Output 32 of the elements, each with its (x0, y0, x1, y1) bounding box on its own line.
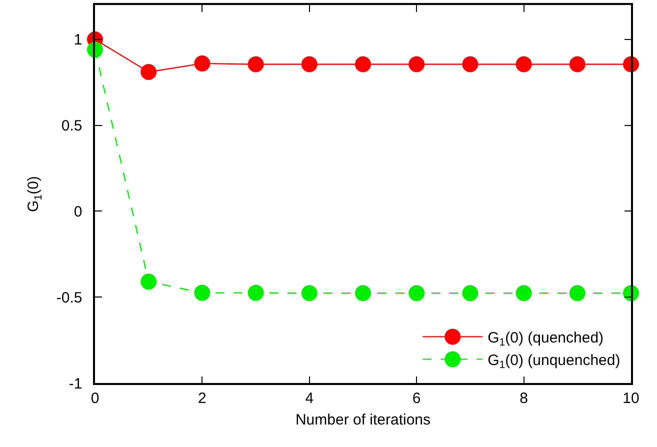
y-tick-label: -0.5 (56, 289, 82, 306)
point (516, 285, 532, 302)
y-tick-label: -1 (68, 375, 82, 392)
point (569, 56, 586, 72)
point (194, 284, 210, 301)
point (355, 56, 371, 72)
point (516, 56, 532, 72)
y-tick-label: 0.5 (61, 118, 82, 135)
point (462, 56, 478, 72)
x-tick-label: 10 (622, 390, 640, 407)
x-tick-label: 6 (412, 390, 421, 407)
x-tick-label: 2 (198, 390, 206, 407)
y-tick-label: 0 (74, 203, 82, 220)
point (569, 285, 586, 302)
point (462, 285, 478, 302)
y-tick-label: 1 (74, 32, 82, 49)
point (355, 285, 371, 302)
x-tick-label: 8 (520, 390, 528, 407)
point (408, 285, 425, 302)
point (248, 56, 264, 72)
point (248, 284, 264, 301)
point (140, 64, 157, 80)
point (140, 274, 157, 290)
x-tick-label: 4 (305, 390, 314, 407)
point (408, 56, 425, 72)
legend-label: G$_{1}$(0) (quenched) (488, 330, 604, 349)
x-tick-label: 0 (90, 390, 100, 407)
legend-label: G$_{1}$(0) (unquenched) (488, 352, 620, 372)
point (301, 285, 318, 302)
point (301, 56, 318, 72)
point (194, 55, 210, 72)
x-axis-title: Number of iterations (295, 411, 431, 428)
